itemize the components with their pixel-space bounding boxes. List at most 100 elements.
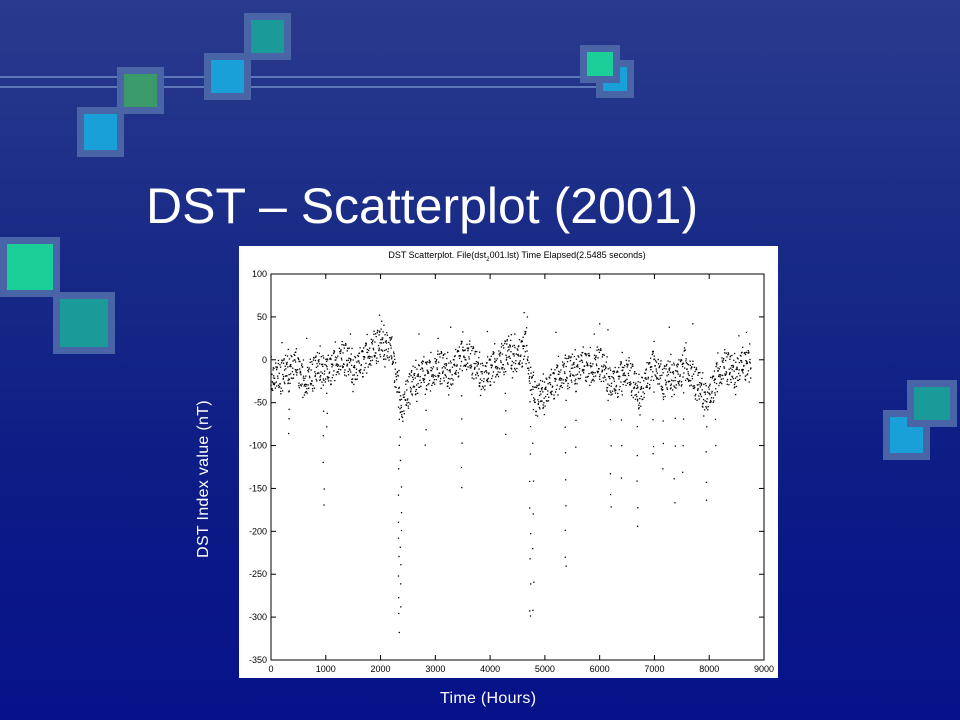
data-point bbox=[433, 381, 435, 384]
data-point bbox=[575, 419, 577, 422]
data-point bbox=[398, 391, 400, 393]
data-point bbox=[700, 383, 703, 385]
data-point bbox=[348, 347, 350, 349]
data-point bbox=[293, 359, 296, 361]
data-point bbox=[608, 384, 611, 387]
data-point bbox=[672, 371, 674, 373]
data-point bbox=[314, 373, 317, 375]
data-point bbox=[532, 371, 535, 373]
data-point bbox=[330, 358, 332, 360]
data-point bbox=[480, 388, 483, 391]
data-point bbox=[413, 374, 415, 377]
data-point bbox=[285, 375, 287, 377]
data-point bbox=[459, 355, 462, 357]
data-point bbox=[696, 399, 698, 402]
data-point bbox=[565, 479, 567, 481]
data-point bbox=[370, 341, 373, 344]
data-point bbox=[349, 333, 352, 335]
data-point bbox=[426, 369, 428, 371]
data-point bbox=[570, 357, 572, 359]
data-point bbox=[728, 368, 730, 370]
data-point bbox=[461, 418, 463, 420]
data-point bbox=[363, 347, 365, 349]
data-point bbox=[273, 375, 275, 377]
data-point bbox=[308, 387, 310, 389]
data-point bbox=[423, 378, 426, 380]
data-point bbox=[537, 399, 539, 401]
data-point bbox=[427, 370, 429, 372]
data-point bbox=[600, 349, 602, 351]
data-point bbox=[447, 385, 449, 388]
data-point bbox=[330, 363, 333, 365]
data-point bbox=[746, 374, 748, 376]
data-point bbox=[366, 333, 368, 336]
data-point bbox=[669, 367, 671, 369]
data-point bbox=[639, 381, 641, 384]
data-point bbox=[593, 380, 595, 382]
y-tick-label: 0 bbox=[262, 355, 267, 365]
data-point bbox=[429, 390, 432, 392]
data-point bbox=[563, 371, 566, 373]
data-point bbox=[280, 393, 282, 395]
data-point bbox=[271, 388, 273, 390]
data-point bbox=[311, 388, 314, 390]
data-point bbox=[559, 377, 562, 379]
data-point bbox=[678, 359, 680, 361]
data-point bbox=[331, 354, 333, 357]
data-point bbox=[589, 346, 591, 349]
data-point bbox=[545, 386, 547, 388]
data-point bbox=[463, 364, 466, 367]
data-point bbox=[533, 581, 535, 583]
data-point bbox=[575, 390, 577, 393]
data-point bbox=[621, 366, 624, 368]
data-point bbox=[581, 361, 584, 363]
data-point bbox=[454, 355, 456, 357]
data-point bbox=[745, 351, 747, 353]
data-point bbox=[423, 381, 425, 383]
data-point bbox=[631, 363, 634, 365]
data-point bbox=[717, 367, 719, 369]
data-point bbox=[490, 366, 493, 369]
data-point bbox=[501, 367, 503, 369]
data-point bbox=[682, 365, 684, 368]
data-point bbox=[437, 374, 439, 377]
data-point bbox=[617, 396, 619, 398]
data-point bbox=[654, 374, 656, 376]
data-point bbox=[634, 394, 636, 396]
data-point bbox=[550, 374, 552, 376]
data-point bbox=[685, 362, 688, 364]
data-point bbox=[541, 380, 544, 382]
data-point bbox=[613, 380, 615, 382]
data-point bbox=[565, 505, 567, 507]
data-point bbox=[413, 373, 415, 375]
data-point bbox=[382, 331, 384, 333]
data-point bbox=[505, 359, 508, 361]
data-point bbox=[702, 372, 704, 374]
data-point bbox=[734, 381, 736, 384]
data-point bbox=[383, 358, 385, 360]
data-point bbox=[475, 377, 477, 379]
data-point bbox=[728, 373, 731, 376]
data-point bbox=[643, 392, 646, 395]
data-point bbox=[412, 376, 414, 378]
data-point bbox=[298, 387, 300, 389]
data-point bbox=[617, 392, 619, 395]
data-point bbox=[693, 385, 695, 387]
data-point bbox=[392, 351, 395, 353]
data-point bbox=[635, 372, 637, 375]
data-point bbox=[637, 507, 639, 509]
data-point bbox=[399, 459, 402, 462]
data-point bbox=[513, 344, 515, 347]
data-point bbox=[393, 380, 396, 382]
data-point bbox=[474, 353, 476, 355]
data-point bbox=[367, 357, 369, 359]
data-point bbox=[583, 365, 586, 367]
data-point bbox=[435, 375, 437, 377]
data-point bbox=[416, 368, 418, 370]
data-point bbox=[334, 379, 336, 382]
data-point bbox=[706, 426, 708, 428]
data-point bbox=[443, 377, 445, 379]
data-point bbox=[461, 370, 463, 372]
data-point bbox=[315, 356, 317, 358]
data-point bbox=[623, 380, 625, 383]
